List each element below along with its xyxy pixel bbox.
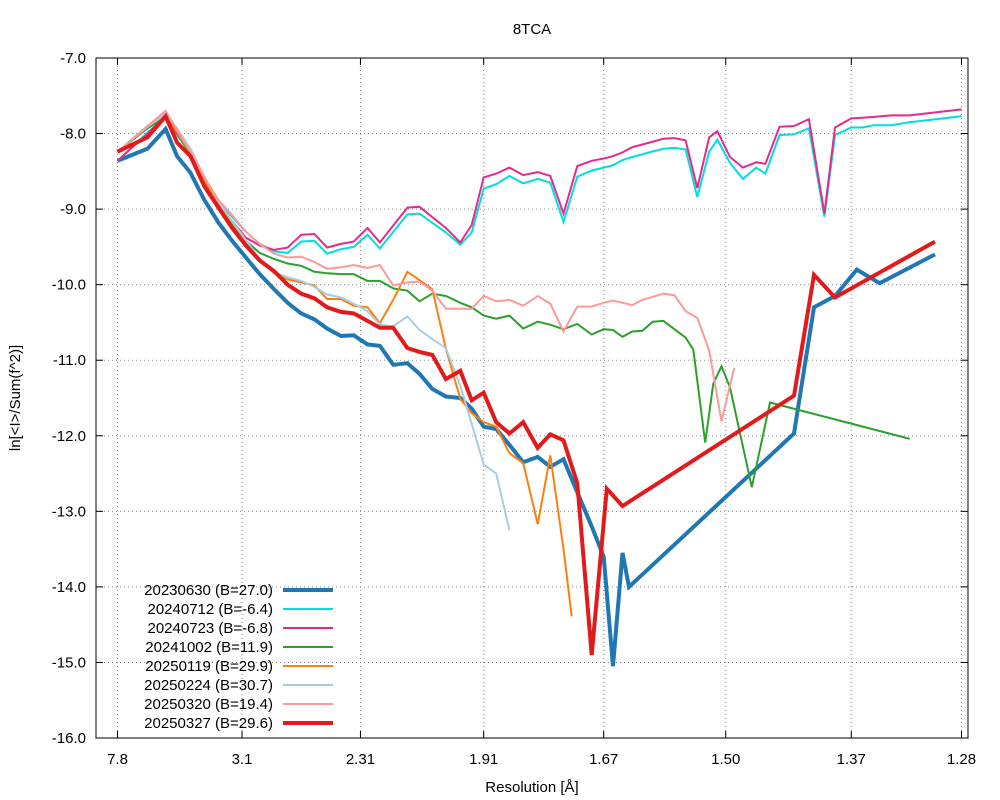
y-tick-label: -11.0 <box>53 352 86 369</box>
y-tick-label: -8.0 <box>60 126 86 143</box>
series-line-20241002 <box>116 115 910 488</box>
y-tick-label: -16.0 <box>52 730 86 747</box>
y-tick-label: -9.0 <box>60 201 86 218</box>
legend-label: 20250119 (B=29.9) <box>145 658 273 675</box>
legend-label: 20241002 (B=11.9) <box>145 639 273 656</box>
series-line-20240723 <box>116 108 962 251</box>
x-tick-label: 3.1 <box>232 751 253 768</box>
legend-label: 20240712 (B=-6.4) <box>147 601 273 618</box>
y-tick-label: -10.0 <box>52 277 86 294</box>
legend-label: 20250320 (B=19.4) <box>144 696 273 713</box>
x-tick-label: 1.28 <box>947 751 976 768</box>
legend-label: 20250224 (B=30.7) <box>144 677 273 694</box>
plot-frame <box>95 57 969 739</box>
y-tick-label: -7.0 <box>60 50 86 67</box>
series-group <box>116 108 962 667</box>
x-axis-label: Resolution [Å] <box>485 779 578 796</box>
x-tick-label: 7.8 <box>107 751 128 768</box>
x-tick-label: 1.50 <box>711 751 740 768</box>
y-tick-label: -12.0 <box>52 428 86 445</box>
y-tick-label: -13.0 <box>52 503 86 520</box>
legend-label: 20250327 (B=29.6) <box>144 715 273 732</box>
y-tick-label: -15.0 <box>52 654 86 671</box>
y-axis-label: ln[<I>/Sum(f^2)] <box>7 345 24 451</box>
legend-label: 20230630 (B=27.0) <box>144 582 273 599</box>
series-line-20250327 <box>116 112 936 656</box>
series-line-20250320 <box>116 109 736 422</box>
legend-label: 20240723 (B=-6.8) <box>147 620 273 637</box>
y-tick-label: -14.0 <box>52 579 86 596</box>
x-tick-label: 1.37 <box>837 751 866 768</box>
legend: 20230630 (B=27.0) 20240712 (B=-6.4) 202407… <box>144 582 333 732</box>
x-tick-label: 2.31 <box>346 751 375 768</box>
x-tick-label: 1.91 <box>469 751 498 768</box>
x-tick-label: 1.67 <box>589 751 618 768</box>
chart-title: 8TCA <box>513 21 551 38</box>
series-line-20230630 <box>116 125 936 667</box>
axis-ticks: 7.8 3.1 2.31 1.91 1.67 1.50 1.37 1.28 -7.0 -8.0 -9… <box>52 50 976 768</box>
